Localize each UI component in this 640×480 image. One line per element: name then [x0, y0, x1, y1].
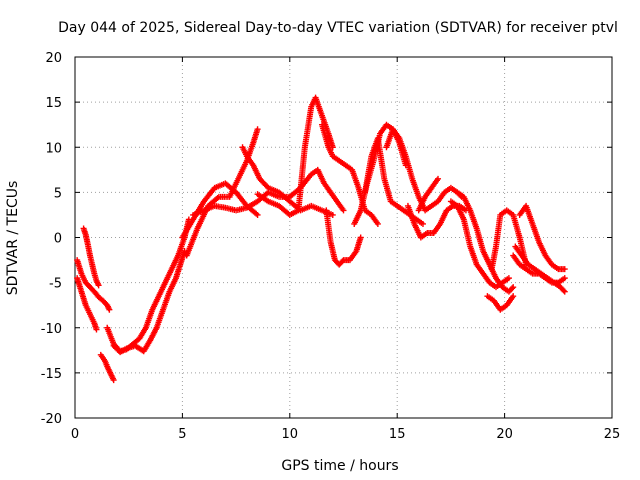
data-point [181, 248, 188, 255]
data-point [419, 220, 426, 227]
data-series-track [254, 94, 336, 218]
data-series-track [110, 248, 188, 356]
y-tick-label: 15 [45, 96, 62, 111]
x-tick-label: 0 [71, 427, 79, 442]
data-point [95, 282, 102, 289]
y-tick-label: -10 [41, 322, 62, 337]
axis-ticks: 0 5 10 15 20 25 -20 -15 -10 -5 0 5 10 15 20 [41, 51, 621, 442]
x-tick-label: 5 [178, 427, 186, 442]
y-tick-label: 20 [45, 51, 62, 66]
y-tick-label: -15 [41, 367, 62, 382]
data-series-track [80, 225, 102, 289]
data-point [505, 275, 512, 282]
data-point [106, 306, 113, 313]
x-tick-label: 25 [604, 427, 621, 442]
y-tick-label: -5 [49, 277, 62, 292]
data-series-track [74, 257, 113, 313]
data-point [560, 287, 567, 294]
x-tick-label: 10 [282, 427, 299, 442]
data-point [329, 211, 336, 218]
data-point [340, 207, 347, 214]
y-tick-label: -20 [41, 412, 62, 427]
data-point [264, 183, 271, 190]
grid [75, 57, 612, 418]
y-tick-label: 0 [54, 232, 62, 247]
x-axis-title: GPS time / hours [281, 458, 398, 474]
data-series-track [323, 207, 364, 268]
data-series-track [454, 189, 517, 295]
data-series-track [447, 198, 512, 291]
data-series [74, 94, 568, 384]
data-series-track [404, 202, 469, 241]
data-series-track [383, 126, 465, 214]
data-series-track [74, 275, 100, 333]
data-point [357, 234, 364, 241]
data-point [510, 284, 517, 291]
data-point [93, 326, 100, 333]
data-point [561, 266, 568, 273]
data-point [561, 275, 568, 282]
x-tick-label: 15 [389, 427, 406, 442]
x-tick-label: 20 [496, 427, 513, 442]
data-series-track [484, 293, 517, 313]
data-series-track [97, 351, 117, 384]
data-point [254, 126, 261, 133]
data-point [374, 220, 381, 227]
data-point [561, 288, 568, 295]
data-point [110, 377, 117, 384]
data-point [435, 175, 442, 182]
chart-title: Day 044 of 2025, Sidereal Day-to-day VTE… [58, 20, 618, 36]
data-series-track [510, 252, 568, 286]
y-axis-title: SDTVAR / TECUs [5, 181, 21, 296]
y-tick-label: 5 [54, 186, 62, 201]
y-tick-label: 10 [45, 141, 62, 156]
data-series-track [415, 175, 442, 214]
data-point [509, 285, 516, 292]
data-series-track [361, 135, 426, 227]
data-series-track [516, 202, 568, 273]
data-point [510, 293, 517, 300]
data-point [254, 211, 261, 218]
